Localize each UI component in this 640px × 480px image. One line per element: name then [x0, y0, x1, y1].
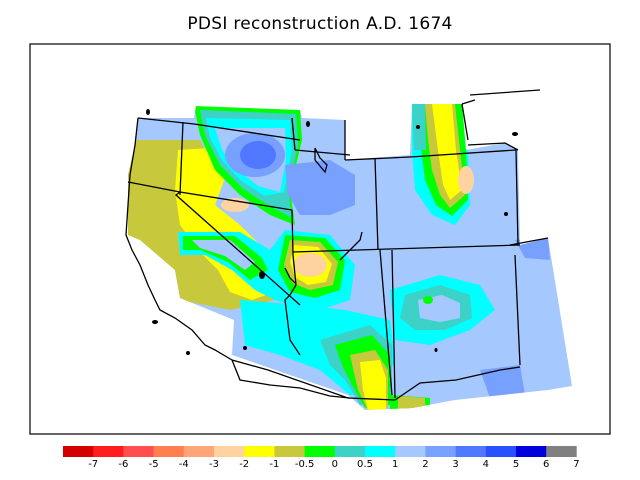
colorbar-tick-label: 4 — [482, 459, 489, 470]
colorbar-swatch — [485, 446, 517, 457]
colorbar — [63, 446, 577, 457]
colorbar-tick-label: 6 — [543, 459, 550, 470]
colorbar-tick-label: 7 — [573, 459, 580, 470]
colorbar-tick-label: 5 — [512, 459, 520, 470]
colorbar-swatch — [274, 446, 305, 457]
colorbar-swatch — [93, 446, 124, 457]
colorbar-tick-label: 2 — [422, 459, 429, 470]
colorbar-swatch — [334, 446, 366, 457]
colorbar-swatch — [214, 446, 245, 457]
colorbar-swatch — [123, 446, 154, 457]
colorbar-swatch — [455, 446, 487, 457]
colorbar-swatch — [244, 446, 275, 457]
colorbar-tick-label: 0 — [331, 459, 338, 470]
colorbar-swatch — [304, 446, 336, 457]
colorbar-tick-label: -5 — [148, 459, 159, 470]
colorbar-swatch — [365, 446, 396, 457]
boundaries — [125, 89, 549, 401]
colorbar-tick-label: -0.5 — [294, 459, 315, 470]
colorbar-swatch — [425, 446, 456, 457]
colorbar-tick-label: 3 — [452, 459, 459, 470]
colorbar-swatch — [546, 446, 577, 457]
lakes-and-islands — [146, 109, 518, 355]
colorbar-swatch — [63, 446, 94, 457]
colorbar-tick-label: -2 — [239, 459, 250, 470]
colorbar-swatch — [516, 446, 547, 457]
colorbar-tick-label: -1 — [269, 459, 280, 470]
colorbar-tick-label: -7 — [88, 459, 99, 470]
colorbar-tick-label: -4 — [178, 459, 189, 470]
colorbar-tick-label: 0.5 — [357, 459, 373, 470]
colorbar-swatch — [395, 446, 426, 457]
map-title: PDSI reconstruction A.D. 1674 — [187, 14, 453, 34]
colorbar-tick-label: -6 — [118, 459, 129, 470]
colorbar-swatch — [153, 446, 185, 457]
colorbar-tick-label: -3 — [209, 459, 219, 470]
colorbar-swatch — [183, 446, 215, 457]
colorbar-tick-label: 1 — [392, 459, 399, 470]
